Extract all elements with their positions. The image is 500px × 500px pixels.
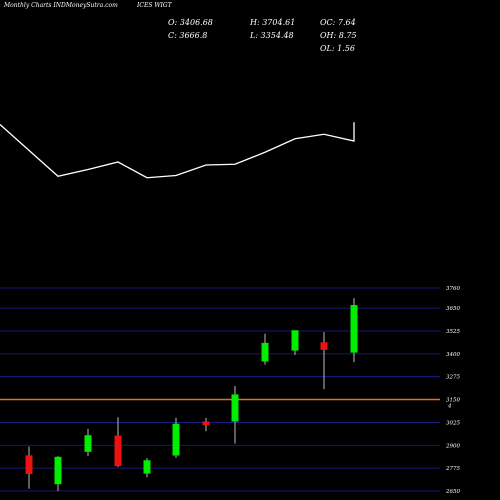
candle-body-up (291, 330, 299, 351)
oc-value: OC: 7.64 (320, 18, 356, 27)
candle-body-down (25, 455, 33, 474)
price-axis-label: 3025 (446, 420, 460, 426)
price-axis-label: 3525 (446, 329, 460, 335)
gridlines (0, 287, 440, 492)
price-axis-label: 3150 (446, 398, 460, 404)
candle-body-up (231, 394, 239, 422)
candle-body-down (114, 435, 122, 467)
candle-body-down (320, 342, 328, 350)
price-line-series (0, 122, 355, 179)
price-axis-label: 3275 (446, 375, 460, 381)
candle-body-up (143, 460, 151, 474)
high-value: H: 3704.61 (250, 18, 296, 27)
price-axis-label: 2900 (445, 443, 460, 449)
price-line-panel (0, 122, 355, 179)
candle-body-up (261, 342, 269, 362)
candle-body-up (54, 456, 62, 485)
oh-value: OH: 8.75 (320, 31, 357, 40)
symbol-label: ICES WIGT (137, 2, 172, 9)
price-axis-label-suffix: 4 (447, 404, 452, 410)
price-axis-label: 3400 (446, 352, 460, 358)
ol-value: OL: 1.56 (320, 44, 355, 53)
source-label: Monthly Charts INDMoneySutra.com (4, 2, 118, 9)
price-axis-label: 3760 (446, 286, 460, 292)
candle-body-up (84, 435, 92, 452)
open-value: O: 3406.68 (168, 18, 213, 27)
price-axis-label: 3650 (446, 306, 460, 312)
candle-body-up (172, 423, 180, 456)
candlestick-panel (25, 298, 358, 491)
price-axis-label: 2775 (445, 466, 460, 472)
close-value: C: 3666.8 (168, 31, 208, 40)
price-axis-label: 2650 (445, 489, 460, 495)
candle-body-up (350, 305, 358, 353)
low-value: L: 3354.48 (250, 31, 294, 40)
candle-body-down (202, 421, 210, 426)
